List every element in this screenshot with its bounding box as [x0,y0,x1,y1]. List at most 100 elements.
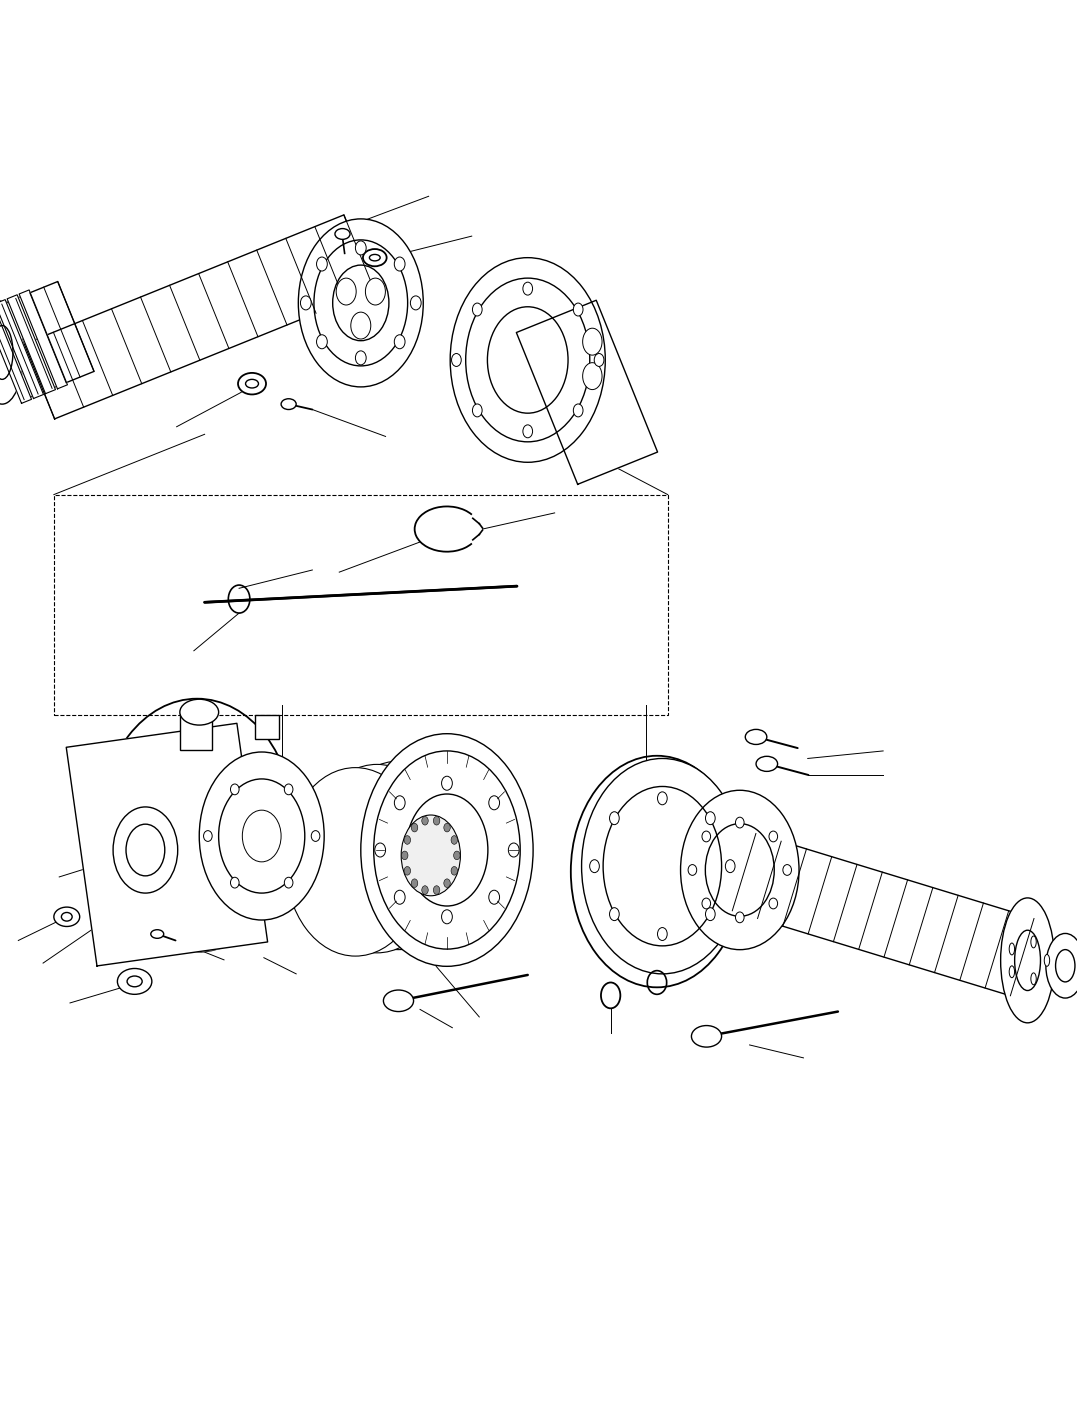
Ellipse shape [705,812,715,825]
Ellipse shape [725,859,735,873]
Ellipse shape [0,301,24,405]
Ellipse shape [411,879,418,888]
Ellipse shape [180,699,219,726]
Ellipse shape [317,335,327,349]
Ellipse shape [736,816,744,828]
Bar [180,713,212,750]
Ellipse shape [422,886,429,895]
Ellipse shape [573,403,583,417]
Ellipse shape [394,335,405,349]
Ellipse shape [573,302,583,317]
Ellipse shape [523,425,532,437]
Ellipse shape [199,753,324,920]
Ellipse shape [489,795,500,809]
Ellipse shape [361,734,533,967]
Ellipse shape [610,812,619,825]
Ellipse shape [691,1025,722,1047]
Ellipse shape [375,843,386,858]
Ellipse shape [230,784,239,795]
Ellipse shape [489,890,500,905]
Ellipse shape [453,851,460,859]
Ellipse shape [54,907,80,926]
Ellipse shape [450,257,605,463]
Ellipse shape [151,930,164,939]
Ellipse shape [328,761,468,950]
Ellipse shape [311,831,320,842]
Ellipse shape [204,831,212,842]
Bar [255,716,279,738]
Polygon shape [8,295,56,393]
Ellipse shape [451,866,458,875]
Ellipse shape [307,764,447,953]
Ellipse shape [442,777,452,791]
Ellipse shape [404,866,410,875]
Ellipse shape [769,897,778,909]
Ellipse shape [583,362,602,389]
Ellipse shape [402,851,408,859]
Ellipse shape [1046,933,1077,998]
Polygon shape [0,304,31,403]
Ellipse shape [1001,897,1054,1022]
Ellipse shape [473,302,482,317]
Ellipse shape [1031,973,1036,984]
Ellipse shape [350,758,490,946]
Polygon shape [67,723,267,966]
Ellipse shape [523,283,532,295]
Ellipse shape [451,835,458,845]
Bar [54,494,668,716]
Polygon shape [732,834,1034,995]
Ellipse shape [335,229,350,240]
Ellipse shape [444,824,450,832]
Ellipse shape [404,835,410,845]
Ellipse shape [230,878,239,888]
Polygon shape [25,214,374,419]
Ellipse shape [317,257,327,271]
Ellipse shape [410,295,421,310]
Ellipse shape [657,927,668,940]
Ellipse shape [590,859,599,873]
Ellipse shape [394,795,405,809]
Polygon shape [0,300,43,399]
Ellipse shape [284,878,293,888]
Ellipse shape [433,886,439,895]
Ellipse shape [422,816,429,825]
Ellipse shape [351,312,370,339]
Ellipse shape [508,843,519,858]
Ellipse shape [1045,954,1050,966]
Polygon shape [516,300,658,484]
Polygon shape [19,290,68,389]
Ellipse shape [394,257,405,271]
Ellipse shape [113,807,178,893]
Ellipse shape [365,278,386,305]
Ellipse shape [769,831,778,842]
Ellipse shape [298,219,423,386]
Ellipse shape [583,328,602,355]
Ellipse shape [444,879,450,888]
Ellipse shape [117,968,152,994]
Ellipse shape [1009,943,1015,954]
Ellipse shape [281,399,296,409]
Ellipse shape [657,792,668,805]
Ellipse shape [681,791,799,950]
Ellipse shape [783,865,792,875]
Ellipse shape [688,865,697,875]
Ellipse shape [355,351,366,365]
Ellipse shape [702,897,711,909]
Polygon shape [0,281,94,399]
Ellipse shape [433,816,439,825]
Ellipse shape [610,907,619,920]
Ellipse shape [451,354,461,366]
Ellipse shape [383,990,414,1011]
Ellipse shape [336,278,356,305]
Ellipse shape [705,907,715,920]
Ellipse shape [1031,936,1036,949]
Ellipse shape [394,890,405,905]
Ellipse shape [595,354,604,366]
Ellipse shape [285,768,425,956]
Ellipse shape [355,241,366,256]
Ellipse shape [442,910,452,924]
Ellipse shape [736,912,744,923]
Ellipse shape [1009,966,1015,978]
Ellipse shape [411,824,418,832]
Ellipse shape [284,784,293,795]
